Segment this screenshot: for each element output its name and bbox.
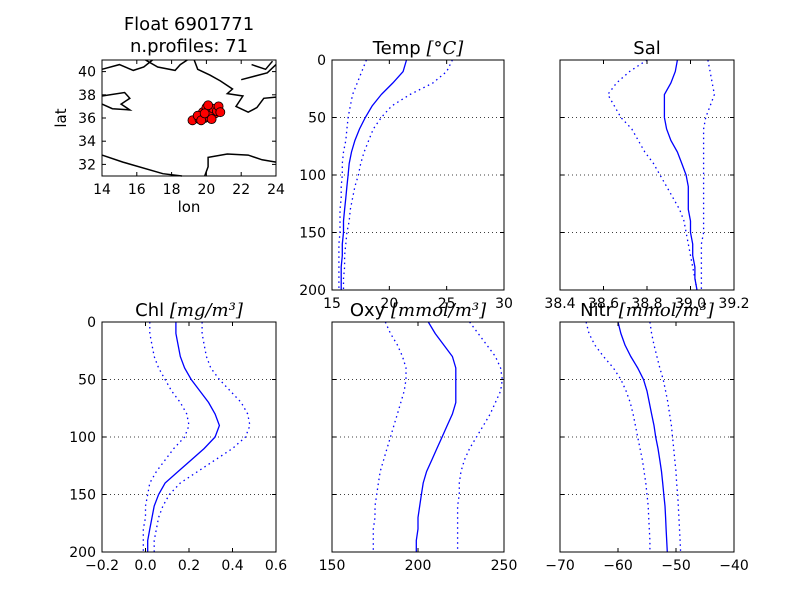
y-tick-label: 0 bbox=[317, 53, 326, 69]
y-tick-label: 50 bbox=[308, 111, 326, 127]
coastline bbox=[101, 91, 133, 111]
profile-location-marker bbox=[203, 100, 214, 111]
x-tick-label: 38.4 bbox=[544, 296, 575, 312]
x-tick-label: −50 bbox=[661, 558, 691, 574]
x-tick-label: 38.8 bbox=[631, 296, 662, 312]
x-tick-label: 0.4 bbox=[221, 558, 243, 574]
nitr-panel: −70 −60 −50 −40 Nitr [mmol/m³] bbox=[545, 300, 749, 574]
chl-frame bbox=[101, 321, 277, 553]
x-tick-label: 200 bbox=[405, 558, 432, 574]
chl-panel: −0.2 0.0 0.2 0.4 0.6 0 50 100 150 200 Chl [mg/m³] bbox=[69, 300, 287, 574]
x-tick-label: 0.0 bbox=[134, 558, 156, 574]
nitr-title: Nitr [mmol/m³] bbox=[580, 300, 715, 321]
x-tick-label: 38.6 bbox=[588, 296, 619, 312]
map-panel: 14 16 18 20 22 24 32 34 36 38 40 Float 6901771n.pro… bbox=[52, 14, 285, 216]
chl-title: Chl [mg/m³] bbox=[135, 300, 244, 321]
x-tick-label: 18 bbox=[163, 182, 181, 198]
x-tick-label: −70 bbox=[545, 558, 575, 574]
x-tick-label: 24 bbox=[267, 182, 285, 198]
y-tick-label: 0 bbox=[87, 315, 96, 331]
x-tick-label: 15 bbox=[323, 296, 341, 312]
x-tick-label: 20 bbox=[197, 182, 215, 198]
x-tick-label: 0.6 bbox=[265, 558, 287, 574]
x-tick-label: 150 bbox=[319, 558, 346, 574]
profile-location-marker bbox=[199, 108, 210, 119]
x-tick-label: 0.2 bbox=[178, 558, 200, 574]
coastline bbox=[101, 154, 183, 177]
map-title-line2: n.profiles: 71 bbox=[130, 36, 248, 57]
x-tick-label: 25 bbox=[438, 296, 456, 312]
sal-panel: 38.4 38.6 38.8 39.0 39.2 Sal bbox=[544, 38, 749, 312]
x-tick-label: −60 bbox=[603, 558, 633, 574]
y-tick-label: 150 bbox=[299, 226, 326, 242]
y-tick-label: 100 bbox=[69, 430, 96, 446]
y-tick-label: 38 bbox=[78, 88, 96, 104]
nitr-mean-line bbox=[617, 321, 668, 553]
oxy-mean-line bbox=[415, 321, 457, 552]
y-tick-label: 150 bbox=[69, 488, 96, 504]
map-title-line1: Float 6901771 bbox=[124, 14, 254, 35]
y-tick-label: 32 bbox=[78, 157, 96, 173]
y-tick-label: 100 bbox=[299, 168, 326, 184]
chl-mean-line bbox=[147, 322, 221, 552]
y-tick-label: 200 bbox=[299, 283, 326, 299]
chl-upper-line bbox=[153, 322, 251, 552]
map-ylabel: lat bbox=[52, 108, 70, 127]
coastline bbox=[203, 153, 277, 177]
map-xlabel: lon bbox=[178, 198, 201, 216]
coastline bbox=[241, 64, 277, 81]
x-tick-label: 20 bbox=[380, 296, 398, 312]
x-tick-label: 16 bbox=[128, 182, 146, 198]
y-tick-label: 50 bbox=[78, 373, 96, 389]
sal-title: Sal bbox=[633, 38, 660, 59]
y-tick-label: 40 bbox=[78, 65, 96, 81]
sal-mean-line bbox=[663, 59, 698, 291]
temp-title: Temp [°C] bbox=[372, 38, 464, 59]
x-tick-label: 30 bbox=[495, 296, 513, 312]
nitr-lower-line bbox=[585, 321, 651, 552]
oxy-title: Oxy [mmol/m³] bbox=[350, 300, 487, 321]
oxy-lower-line bbox=[372, 321, 407, 552]
temp-upper-line bbox=[342, 59, 453, 290]
temp-mean-line bbox=[340, 59, 408, 290]
x-tick-label: 250 bbox=[491, 558, 518, 574]
oxy-panel: 150 200 250 Oxy [mmol/m³] bbox=[319, 300, 518, 574]
x-tick-label: −40 bbox=[719, 558, 749, 574]
coastline bbox=[251, 60, 274, 71]
x-tick-label: 14 bbox=[93, 182, 111, 198]
oxy-upper-line bbox=[456, 321, 503, 552]
y-tick-label: 34 bbox=[78, 134, 96, 150]
coastline bbox=[193, 59, 277, 114]
temp-panel: 15 20 25 30 0 50 100 150 200 Temp [°C] bbox=[299, 38, 513, 312]
x-tick-label: 39.2 bbox=[718, 296, 749, 312]
chl-lower-line bbox=[142, 322, 190, 552]
coastline bbox=[101, 59, 153, 72]
profile-location-marker bbox=[215, 107, 226, 118]
y-tick-label: 36 bbox=[78, 111, 96, 127]
temp-lower-line bbox=[338, 59, 368, 290]
profile-location-marker bbox=[206, 114, 217, 125]
nitr-frame bbox=[559, 321, 735, 553]
x-tick-label: 22 bbox=[232, 182, 250, 198]
y-tick-label: 200 bbox=[69, 545, 96, 561]
coastline bbox=[145, 59, 188, 72]
sal-frame bbox=[559, 59, 735, 291]
x-tick-label: −0.2 bbox=[85, 558, 119, 574]
x-tick-label: 39.0 bbox=[675, 296, 706, 312]
